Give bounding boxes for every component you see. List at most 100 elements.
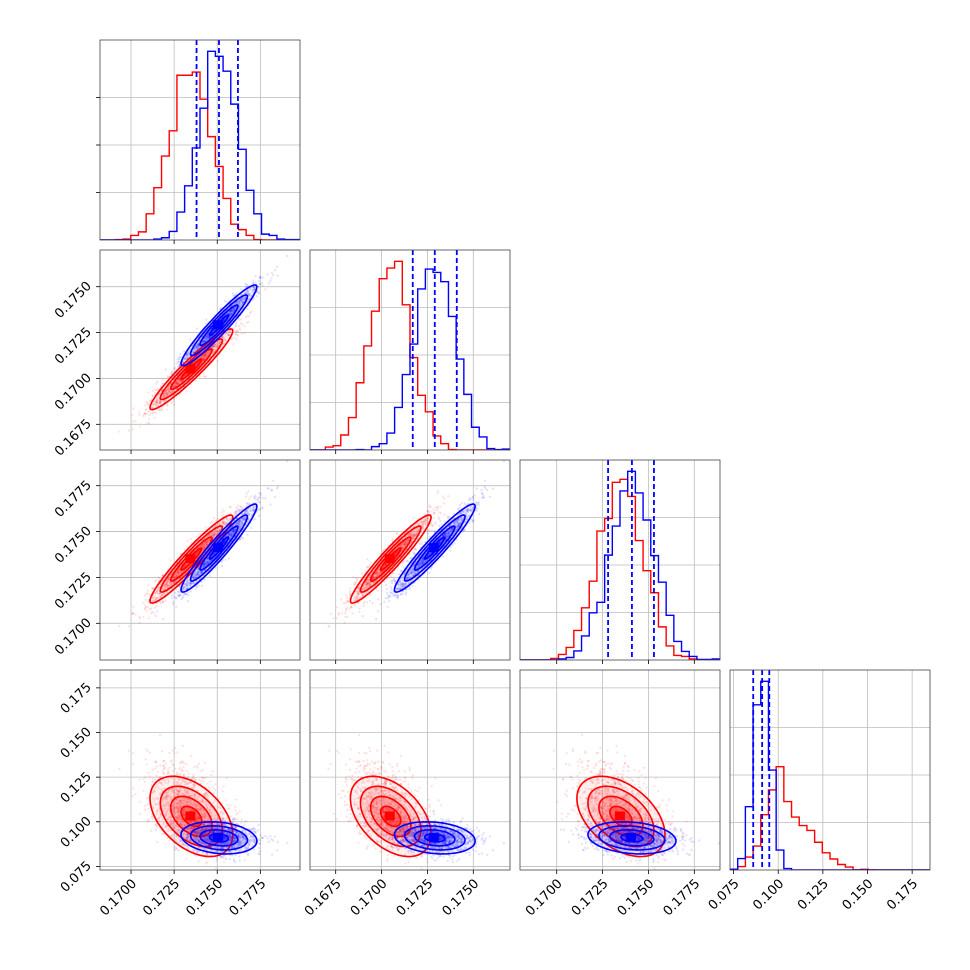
scatter-point bbox=[174, 591, 177, 595]
scatter-point bbox=[264, 497, 267, 500]
scatter-point bbox=[244, 316, 248, 319]
scatter-point bbox=[213, 533, 216, 537]
scatter-point bbox=[186, 539, 189, 542]
scatter-point bbox=[157, 396, 160, 399]
scatter-point bbox=[235, 321, 238, 324]
scatter-point bbox=[203, 354, 206, 357]
scatter-point bbox=[138, 411, 141, 414]
scatter-point bbox=[177, 590, 180, 593]
scatter-point bbox=[174, 572, 178, 575]
scatter-point bbox=[227, 557, 230, 560]
scatter-point bbox=[233, 512, 236, 516]
scatter-point bbox=[204, 542, 207, 545]
scatter-point bbox=[248, 314, 251, 317]
scatter-point bbox=[158, 400, 161, 403]
scatter-point bbox=[228, 310, 231, 313]
scatter-point bbox=[196, 347, 199, 350]
scatter-point bbox=[175, 381, 179, 384]
scatter-point bbox=[165, 389, 168, 392]
scatter-point bbox=[205, 351, 208, 354]
scatter-point bbox=[184, 357, 187, 360]
scatter-point bbox=[156, 380, 159, 383]
scatter-point bbox=[186, 354, 189, 357]
scatter-point bbox=[159, 401, 162, 404]
scatter-point bbox=[196, 343, 199, 346]
scatter-point bbox=[172, 389, 175, 393]
scatter-point bbox=[176, 570, 179, 573]
scatter-point bbox=[258, 508, 262, 511]
scatter-point bbox=[240, 298, 243, 301]
scatter-point bbox=[153, 392, 156, 395]
scatter-point bbox=[232, 309, 235, 312]
scatter-point bbox=[250, 526, 253, 530]
scatter-point bbox=[197, 342, 200, 345]
scatter-point bbox=[214, 531, 217, 535]
scatter-point bbox=[246, 292, 249, 295]
scatter-point bbox=[164, 392, 167, 395]
scatter-point bbox=[240, 298, 243, 301]
scatter-point bbox=[204, 337, 207, 340]
scatter-point bbox=[226, 312, 229, 315]
scatter-point bbox=[222, 336, 225, 339]
scatter-point bbox=[178, 379, 181, 382]
scatter-point bbox=[229, 310, 232, 313]
scatter-point bbox=[158, 393, 161, 396]
scatter-point bbox=[248, 292, 251, 295]
scatter-point bbox=[172, 397, 176, 401]
scatter-point bbox=[201, 354, 204, 358]
scatter-point bbox=[177, 378, 180, 381]
scatter-point bbox=[238, 302, 241, 305]
scatter-point bbox=[224, 339, 227, 342]
scatter-point bbox=[150, 607, 153, 610]
scatter-point bbox=[235, 338, 238, 341]
scatter-point bbox=[234, 330, 238, 333]
histogram-series-1 bbox=[310, 268, 510, 450]
scatter-point bbox=[169, 390, 172, 393]
scatter-point bbox=[152, 403, 155, 406]
scatter-point bbox=[259, 494, 262, 497]
scatter-point bbox=[166, 404, 169, 407]
scatter-point bbox=[242, 297, 245, 301]
scatter-point bbox=[233, 294, 236, 297]
scatter-point bbox=[214, 345, 217, 348]
scatter-point bbox=[204, 354, 207, 357]
scatter-point bbox=[143, 412, 146, 416]
scatter-point bbox=[160, 601, 163, 605]
scatter-point bbox=[222, 319, 225, 322]
scatter-point bbox=[286, 255, 289, 258]
scatter-point bbox=[176, 383, 179, 386]
scatter-point bbox=[244, 291, 247, 294]
scatter-point bbox=[232, 311, 235, 314]
scatter-point bbox=[174, 384, 177, 387]
scatter-point bbox=[205, 337, 208, 340]
scatter-point bbox=[261, 284, 264, 287]
scatter-point bbox=[240, 293, 243, 296]
scatter-point bbox=[270, 489, 274, 492]
scatter-point bbox=[193, 348, 196, 351]
scatter-point bbox=[146, 589, 149, 592]
scatter-point bbox=[142, 415, 145, 418]
scatter-point bbox=[239, 299, 242, 302]
scatter-point bbox=[255, 295, 258, 298]
scatter-point bbox=[238, 328, 242, 331]
scatter-point bbox=[195, 344, 198, 347]
panel-content bbox=[310, 250, 510, 450]
scatter-point bbox=[144, 412, 147, 415]
scatter-point bbox=[184, 355, 187, 358]
scatter-point bbox=[172, 603, 175, 606]
scatter-point bbox=[159, 401, 162, 404]
scatter-point bbox=[170, 391, 173, 394]
scatter-point bbox=[216, 345, 219, 348]
scatter-point bbox=[212, 517, 215, 520]
scatter-point bbox=[216, 345, 219, 348]
scatter-point bbox=[238, 304, 241, 307]
scatter-point bbox=[247, 490, 250, 493]
scatter-point bbox=[186, 352, 189, 355]
panel-frame bbox=[99, 249, 301, 451]
scatter-point bbox=[167, 390, 170, 393]
scatter-point bbox=[162, 394, 165, 397]
scatter-point bbox=[227, 333, 230, 337]
scatter-point bbox=[151, 389, 154, 392]
scatter-point bbox=[206, 334, 209, 337]
scatter-point bbox=[220, 336, 224, 339]
